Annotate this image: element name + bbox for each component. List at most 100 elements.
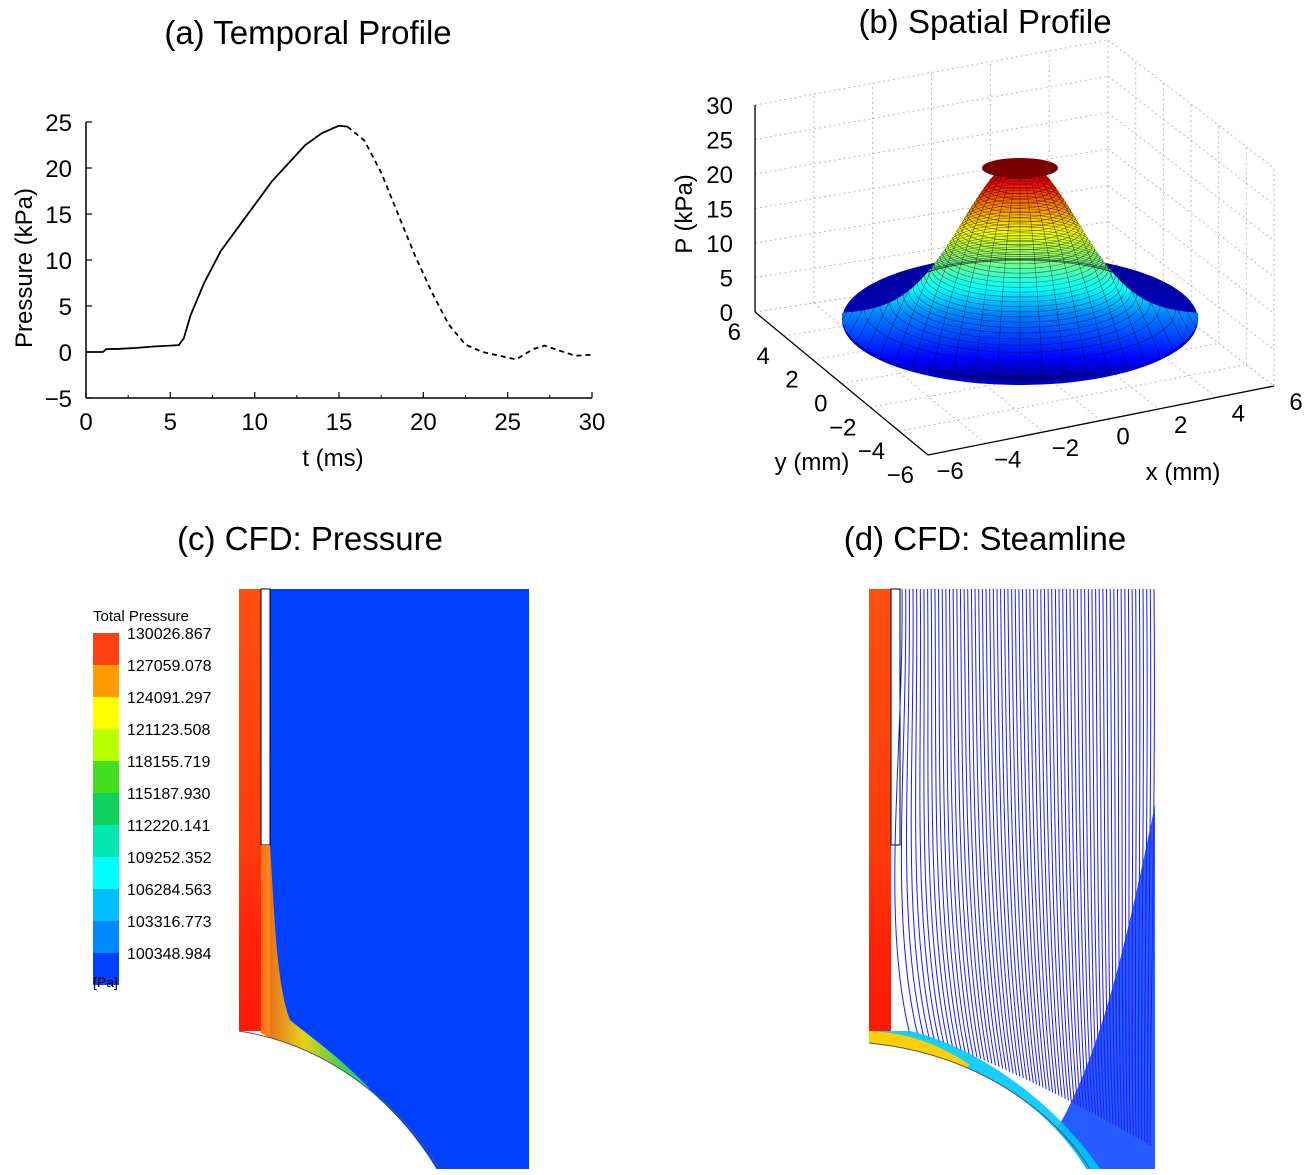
side-grid-line: [1107, 148, 1275, 278]
legend-value: 121123.508: [127, 722, 210, 739]
measured-line: [86, 124, 348, 353]
streamline: [930, 588, 954, 1048]
y-tick-label: −2: [829, 414, 856, 441]
streamline: [1051, 588, 1069, 1101]
back-grid-line: [754, 75, 1109, 140]
streamline: [1143, 588, 1148, 1142]
jet-slot: [869, 589, 891, 1031]
pressure-field: [238, 588, 529, 1175]
streamline: [1131, 588, 1134, 1136]
spatial-y-label: y (mm): [775, 449, 850, 476]
legend-unit: [Pa]: [93, 974, 118, 990]
x-tick-label: −6: [936, 458, 963, 485]
streamline: [910, 588, 930, 1040]
streamline: [1102, 588, 1111, 1123]
streamline: [1033, 588, 1054, 1093]
y-tick-label: 15: [45, 202, 72, 229]
panel-b-title: (b) Spatial Profile: [858, 3, 1112, 40]
meridian-line: [973, 175, 1012, 382]
legend-value: 106284.563: [127, 882, 212, 899]
solid-wall-region: [869, 1043, 1090, 1175]
legend-swatch: [93, 921, 119, 953]
x-tick-label: 25: [494, 409, 521, 436]
legend-swatch: [93, 633, 119, 665]
legend-title: Total Pressure: [93, 608, 189, 625]
extrapolated-line: [346, 125, 593, 361]
streamline: [906, 588, 925, 1039]
y-tick-label: 20: [45, 156, 72, 183]
legend-swatch: [93, 825, 119, 857]
meridian-line: [1039, 174, 1129, 372]
x-tick-label: 10: [241, 409, 268, 436]
streamline: [941, 588, 966, 1053]
streamline: [938, 588, 962, 1052]
streamline: [981, 588, 1007, 1071]
z-tick-label: 0: [720, 300, 733, 327]
streamline: [900, 588, 919, 1037]
legend-value: 130026.867: [127, 626, 212, 643]
meridian-line: [1023, 176, 1044, 382]
y-tick-label: 25: [45, 110, 72, 137]
x-tick-label: 2: [1174, 412, 1187, 439]
streamline: [949, 588, 974, 1056]
floor-grid: [813, 302, 986, 444]
streamline-field: [868, 588, 1155, 1175]
streamline: [1073, 588, 1087, 1110]
legend-swatch: [93, 761, 119, 793]
streamline: [1003, 588, 1028, 1080]
y-tick-label: −4: [858, 438, 885, 465]
legend-swatch: [93, 889, 119, 921]
streamline: [1095, 588, 1105, 1120]
legend-value: 100348.984: [127, 946, 212, 963]
streamline: [1127, 588, 1131, 1134]
x-tick-label: 5: [164, 409, 177, 436]
meridian-line: [930, 174, 1005, 377]
streamline: [1054, 588, 1072, 1103]
legend-value: 103316.773: [127, 914, 212, 931]
legend-value: 109252.352: [127, 850, 212, 867]
legend-value: 115187.930: [127, 786, 210, 803]
meridian-line: [996, 176, 1017, 382]
cfd-streamline-panel: [868, 588, 1155, 1175]
z-tick-label: 15: [706, 197, 733, 224]
solid-wall-region: [239, 1031, 440, 1175]
temporal-y-label: Pressure (kPa): [11, 188, 38, 348]
temporal-series: [86, 124, 593, 361]
streamline: [1018, 588, 1041, 1087]
x-tick-label: 30: [579, 409, 606, 436]
streamline: [1058, 588, 1075, 1104]
nozzle-wall: [260, 588, 271, 846]
y-tick-label: 5: [59, 294, 72, 321]
streamline: [985, 588, 1011, 1072]
streamline: [1036, 588, 1057, 1095]
streamline: [1069, 588, 1084, 1109]
streamline: [1043, 588, 1063, 1098]
meridian-line: [951, 175, 1008, 381]
z-tick-label: 5: [720, 266, 733, 293]
streamline: [1149, 588, 1155, 1146]
temporal-profile-chart: 0 5 10 15 20 25 30 −5 0 5 10 15 20 25 t (ms) Pressure…: [11, 110, 606, 472]
streamline: [1117, 588, 1123, 1130]
meridian-line: [1035, 174, 1110, 377]
streamline: [1007, 588, 1031, 1082]
y-tick-label: 4: [756, 343, 769, 370]
streamline: [952, 588, 978, 1058]
legend-swatch: [93, 665, 119, 697]
spatial-z-label: P (kPa): [671, 174, 698, 254]
streamline: [996, 588, 1021, 1077]
streamline: [1011, 588, 1034, 1083]
streamline: [945, 588, 970, 1055]
y-tick-label: 2: [785, 367, 798, 394]
streamline: [1014, 588, 1037, 1085]
curved-wall: [238, 1030, 441, 1170]
panel-c-title: (c) CFD: Pressure: [177, 520, 443, 557]
streamline: [1025, 588, 1047, 1090]
streamline: [1065, 588, 1081, 1107]
legend-value: 112220.141: [127, 818, 210, 835]
streamline: [1022, 588, 1044, 1088]
x-tick-label: 6: [1289, 389, 1302, 416]
legend-swatch: [93, 857, 119, 889]
x-tick-label: 15: [326, 409, 353, 436]
